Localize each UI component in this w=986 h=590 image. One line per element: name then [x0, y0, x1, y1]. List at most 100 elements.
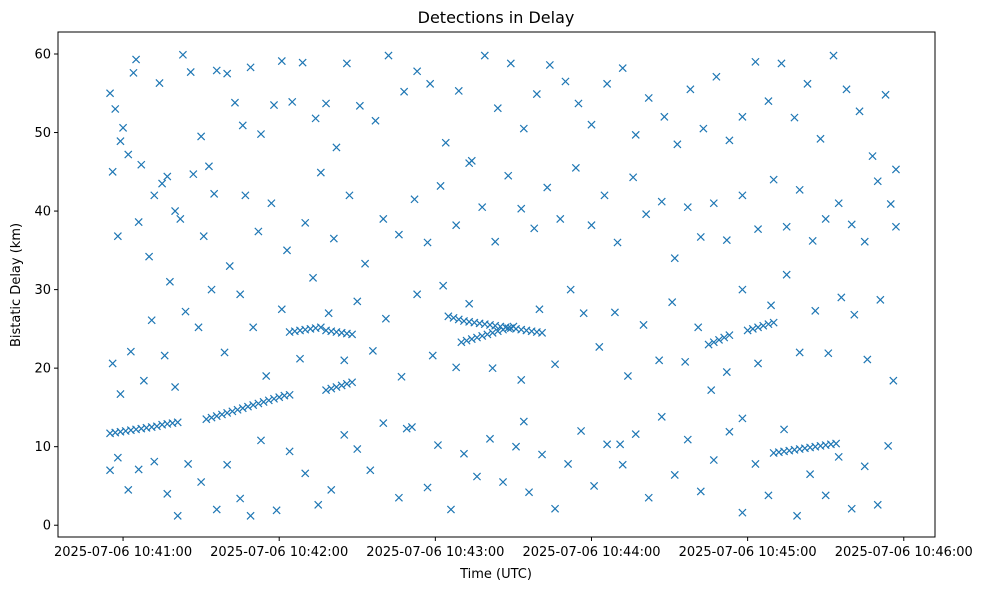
detection-marker: [243, 402, 252, 411]
detection-marker: [236, 290, 245, 299]
detection-marker: [285, 447, 294, 456]
detection-marker: [657, 412, 666, 421]
detection-marker: [332, 143, 341, 152]
detection-marker: [119, 123, 128, 132]
detection-marker: [670, 470, 679, 479]
detection-marker: [629, 173, 638, 182]
detection-marker: [480, 51, 489, 60]
detection-marker: [855, 107, 864, 116]
detection-marker: [189, 170, 198, 179]
detection-marker: [158, 179, 167, 188]
detection-marker: [561, 77, 570, 86]
detection-marker: [207, 413, 216, 422]
detection-marker: [173, 511, 182, 520]
detection-marker: [423, 238, 432, 247]
detection-marker: [709, 338, 718, 347]
detection-marker: [256, 130, 266, 139]
detection-marker: [600, 191, 609, 200]
detection-marker: [754, 323, 763, 332]
detection-marker: [329, 234, 338, 243]
detection-marker: [348, 378, 357, 387]
detection-marker: [644, 493, 653, 502]
y-tick-label: 0: [43, 519, 51, 534]
detection-marker: [301, 218, 310, 227]
detection-marker: [694, 323, 703, 332]
detection-marker: [889, 376, 898, 385]
detection-marker: [449, 313, 458, 322]
detection-marker: [545, 60, 554, 70]
detection-marker: [504, 324, 513, 333]
detection-marker: [714, 335, 724, 344]
detection-marker: [847, 220, 856, 229]
detection-marker: [782, 222, 791, 231]
detection-marker: [426, 79, 435, 88]
detection-marker: [332, 382, 341, 392]
detection-marker: [433, 441, 442, 450]
detection-marker: [327, 485, 336, 494]
detection-marker: [725, 331, 734, 340]
detection-marker: [834, 452, 843, 461]
detection-marker: [868, 152, 877, 161]
detection-marker: [259, 397, 268, 406]
detection-marker: [150, 457, 159, 466]
detection-marker: [379, 419, 388, 428]
detection-marker: [233, 405, 242, 414]
detection-marker: [410, 195, 419, 204]
detection-marker: [314, 500, 323, 509]
detection-marker: [428, 351, 437, 360]
detection-marker: [574, 99, 583, 108]
detection-marker: [202, 415, 211, 424]
detection-marker: [139, 376, 148, 385]
detection-marker: [379, 214, 388, 223]
detection-marker: [793, 511, 802, 520]
detection-marker: [847, 504, 856, 513]
detection-marker: [517, 375, 526, 384]
detection-marker: [204, 162, 213, 171]
detection-marker: [467, 335, 476, 344]
detection-marker: [738, 191, 747, 200]
detection-marker: [683, 435, 692, 444]
detection-marker: [590, 481, 599, 490]
detection-marker: [269, 394, 279, 403]
detection-marker: [686, 85, 695, 94]
detection-marker: [116, 390, 125, 399]
detection-marker: [884, 441, 893, 450]
detection-marker: [618, 64, 627, 73]
detection-marker: [246, 63, 255, 72]
detection-marker: [212, 505, 221, 514]
detection-marker: [337, 381, 346, 390]
detection-marker: [353, 297, 362, 306]
detection-marker: [126, 347, 135, 356]
detection-marker: [538, 450, 547, 459]
detection-marker: [246, 511, 255, 520]
detection-marker: [478, 203, 487, 212]
detection-marker: [891, 222, 900, 231]
x-tick-label: 2025-07-06 10:45:00: [679, 545, 817, 560]
detection-marker: [439, 281, 448, 290]
detection-marker: [616, 440, 625, 449]
detection-marker: [790, 113, 799, 122]
detection-marker: [173, 418, 182, 427]
detection-marker: [683, 203, 692, 212]
detection-marker: [145, 252, 154, 261]
detection-marker: [738, 508, 747, 517]
detection-marker: [837, 293, 846, 302]
detection-marker: [511, 442, 521, 451]
detection-marker: [725, 136, 734, 145]
detection-marker: [194, 323, 203, 332]
detection-marker: [277, 57, 286, 66]
detection-marker: [668, 298, 677, 307]
detection-marker: [709, 456, 718, 465]
detection-marker: [842, 85, 851, 94]
detection-marker: [340, 356, 349, 365]
detection-marker: [444, 312, 453, 321]
detection-marker: [712, 72, 721, 81]
detection-marker: [618, 460, 627, 469]
detection-marker: [881, 90, 890, 99]
detection-marker: [720, 333, 729, 342]
detection-marker: [891, 165, 900, 174]
detection-marker: [124, 485, 133, 494]
detection-marker: [147, 316, 156, 325]
detection-marker: [824, 349, 833, 358]
